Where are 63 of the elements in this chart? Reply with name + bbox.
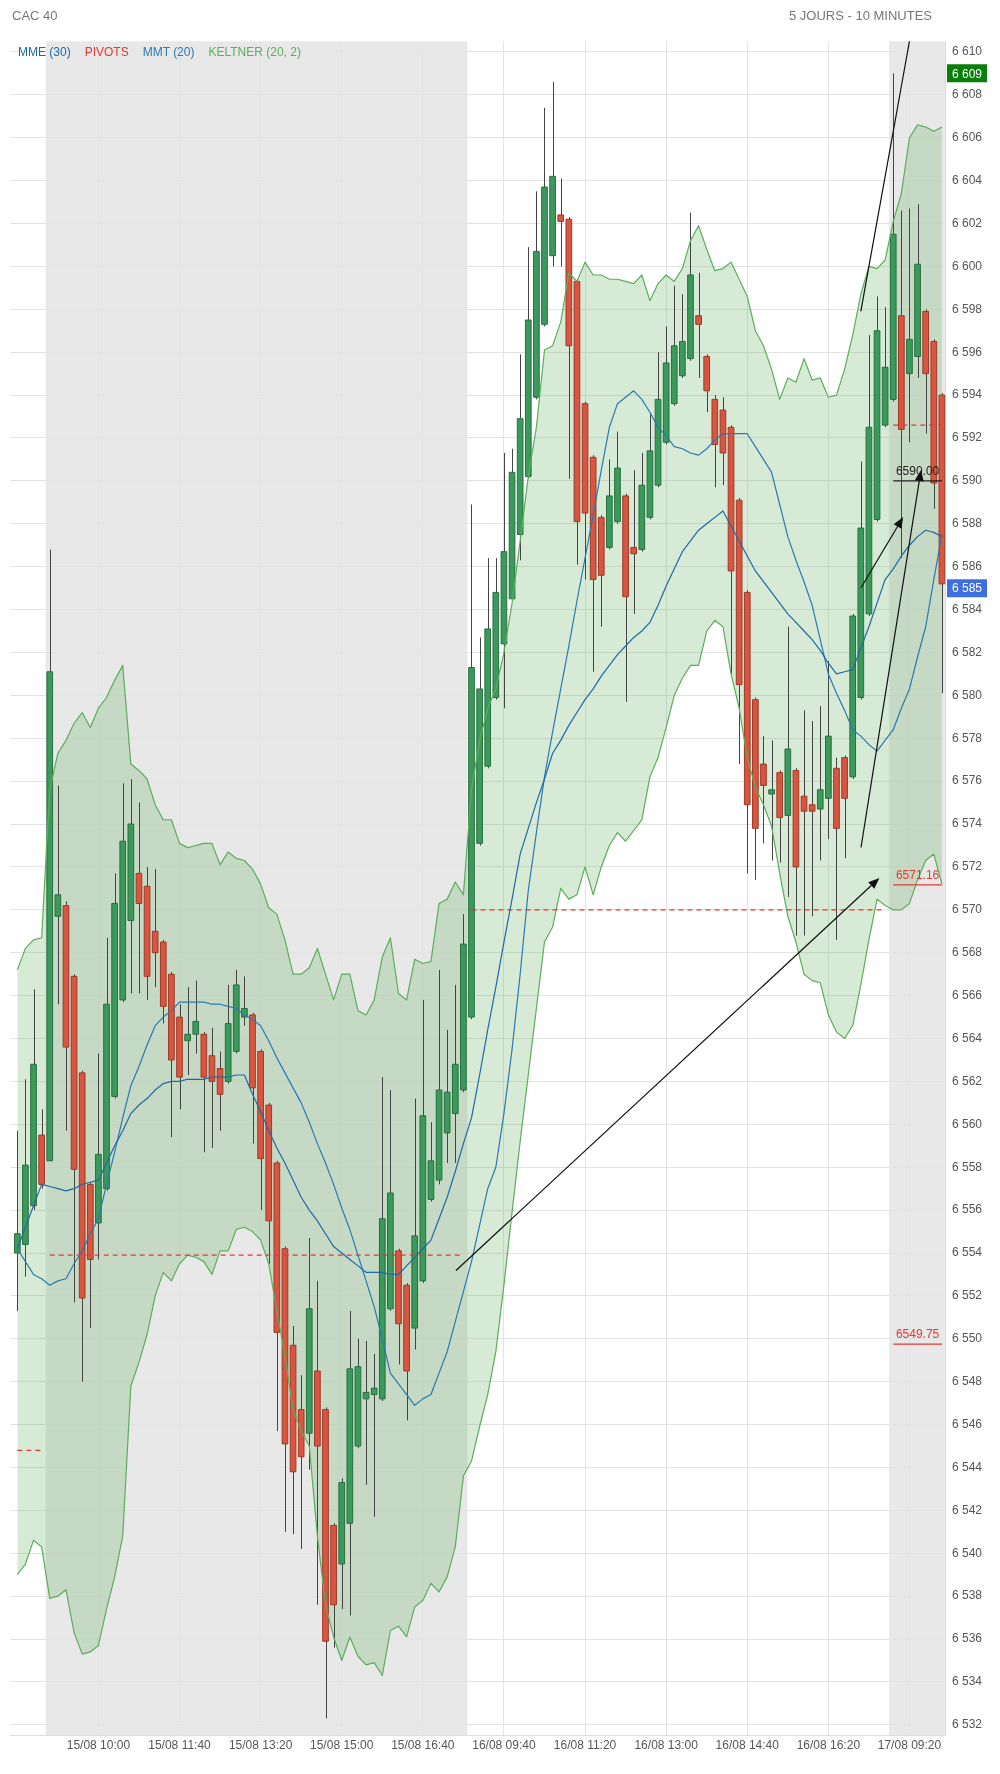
y-tick-label: 6 538 <box>951 1588 983 1603</box>
y-tick-label: 6 572 <box>951 859 983 874</box>
y-tick-label: 6 566 <box>951 987 983 1002</box>
y-tick-label: 6 610 <box>951 44 983 59</box>
y-tick-label: 6 590 <box>951 473 983 488</box>
y-tick-label: 6 542 <box>951 1502 983 1517</box>
y-tick-label: 6 600 <box>951 258 983 273</box>
y-tick-label: 6 576 <box>951 773 983 788</box>
x-tick-label: 15/08 11:40 <box>148 1738 212 1753</box>
y-tick-label: 6 598 <box>951 301 983 316</box>
y-tick-label: 6 568 <box>951 945 983 960</box>
text: PIVOTS <box>84 45 129 60</box>
y-tick-label: 6 588 <box>951 516 983 531</box>
text: MME (30) <box>18 45 71 60</box>
y-tick-label: 6 552 <box>951 1288 983 1303</box>
y-tick-label: 6 558 <box>951 1159 983 1174</box>
y-tick-label: 6 578 <box>951 730 983 745</box>
candlestick <box>695 272 702 379</box>
y-tick-label: 6 544 <box>951 1459 983 1474</box>
x-tick-label: 15/08 16:40 <box>391 1738 455 1753</box>
y-tick-label: 6 554 <box>951 1245 983 1260</box>
x-tick-label: 15/08 10:00 <box>66 1738 131 1753</box>
y-tick-label: 6 606 <box>951 130 983 145</box>
annotation: 6 609 <box>951 66 983 81</box>
y-tick-label: 6 560 <box>951 1116 983 1131</box>
y-tick-label: 6 564 <box>951 1030 983 1045</box>
y-tick-label: 6 586 <box>951 558 983 573</box>
x-tick-label: 15/08 15:00 <box>310 1738 374 1753</box>
y-tick-label: 6 570 <box>951 902 983 917</box>
y-tick-label: 6 582 <box>951 644 983 659</box>
x-tick-label: 16/08 16:20 <box>796 1738 861 1753</box>
y-tick-label: 6 604 <box>951 172 983 187</box>
y-tick-label: 6 608 <box>951 87 983 102</box>
x-tick-label: 16/08 14:40 <box>715 1738 780 1753</box>
y-tick-label: 6 584 <box>951 601 983 616</box>
y-tick-label: 6 546 <box>951 1416 983 1431</box>
y-tick-label: 6 594 <box>951 387 983 402</box>
x-tick-label: 16/08 11:20 <box>553 1738 617 1753</box>
y-tick-label: 6 556 <box>951 1202 983 1217</box>
x-tick-label: 16/08 09:40 <box>472 1738 536 1753</box>
y-tick-label: 6 592 <box>951 430 983 445</box>
y-tick-label: 6 602 <box>951 215 983 230</box>
y-tick-label: 6 540 <box>951 1545 983 1560</box>
x-tick-label: 17/08 09:20 <box>877 1738 942 1753</box>
y-tick-label: 6 532 <box>951 1717 983 1732</box>
y-tick-label: 6 534 <box>951 1674 983 1689</box>
x-tick-label: 15/08 13:20 <box>228 1738 293 1753</box>
y-tick-label: 6 536 <box>951 1631 983 1646</box>
text: MMT (20) <box>142 45 195 60</box>
x-tick-label: 16/08 13:00 <box>634 1738 699 1753</box>
y-tick-label: 6 574 <box>951 816 983 831</box>
annotation: 6571.16 <box>895 868 940 883</box>
text: KELTNER (20, 2) <box>208 45 301 60</box>
y-tick-label: 6 562 <box>951 1073 983 1088</box>
annotation: 6 585 <box>951 581 983 596</box>
y-tick-label: 6 596 <box>951 344 983 359</box>
chart-subtitle: 5 JOURS - 10 MINUTES <box>788 8 932 25</box>
y-tick-label: 6 548 <box>951 1374 983 1389</box>
candlestick <box>768 739 775 862</box>
y-tick-label: 6 550 <box>951 1331 983 1346</box>
annotation: 6549.75 <box>895 1327 940 1342</box>
y-tick-label: 6 580 <box>951 687 983 702</box>
chart-title: CAC 40 <box>12 8 58 25</box>
